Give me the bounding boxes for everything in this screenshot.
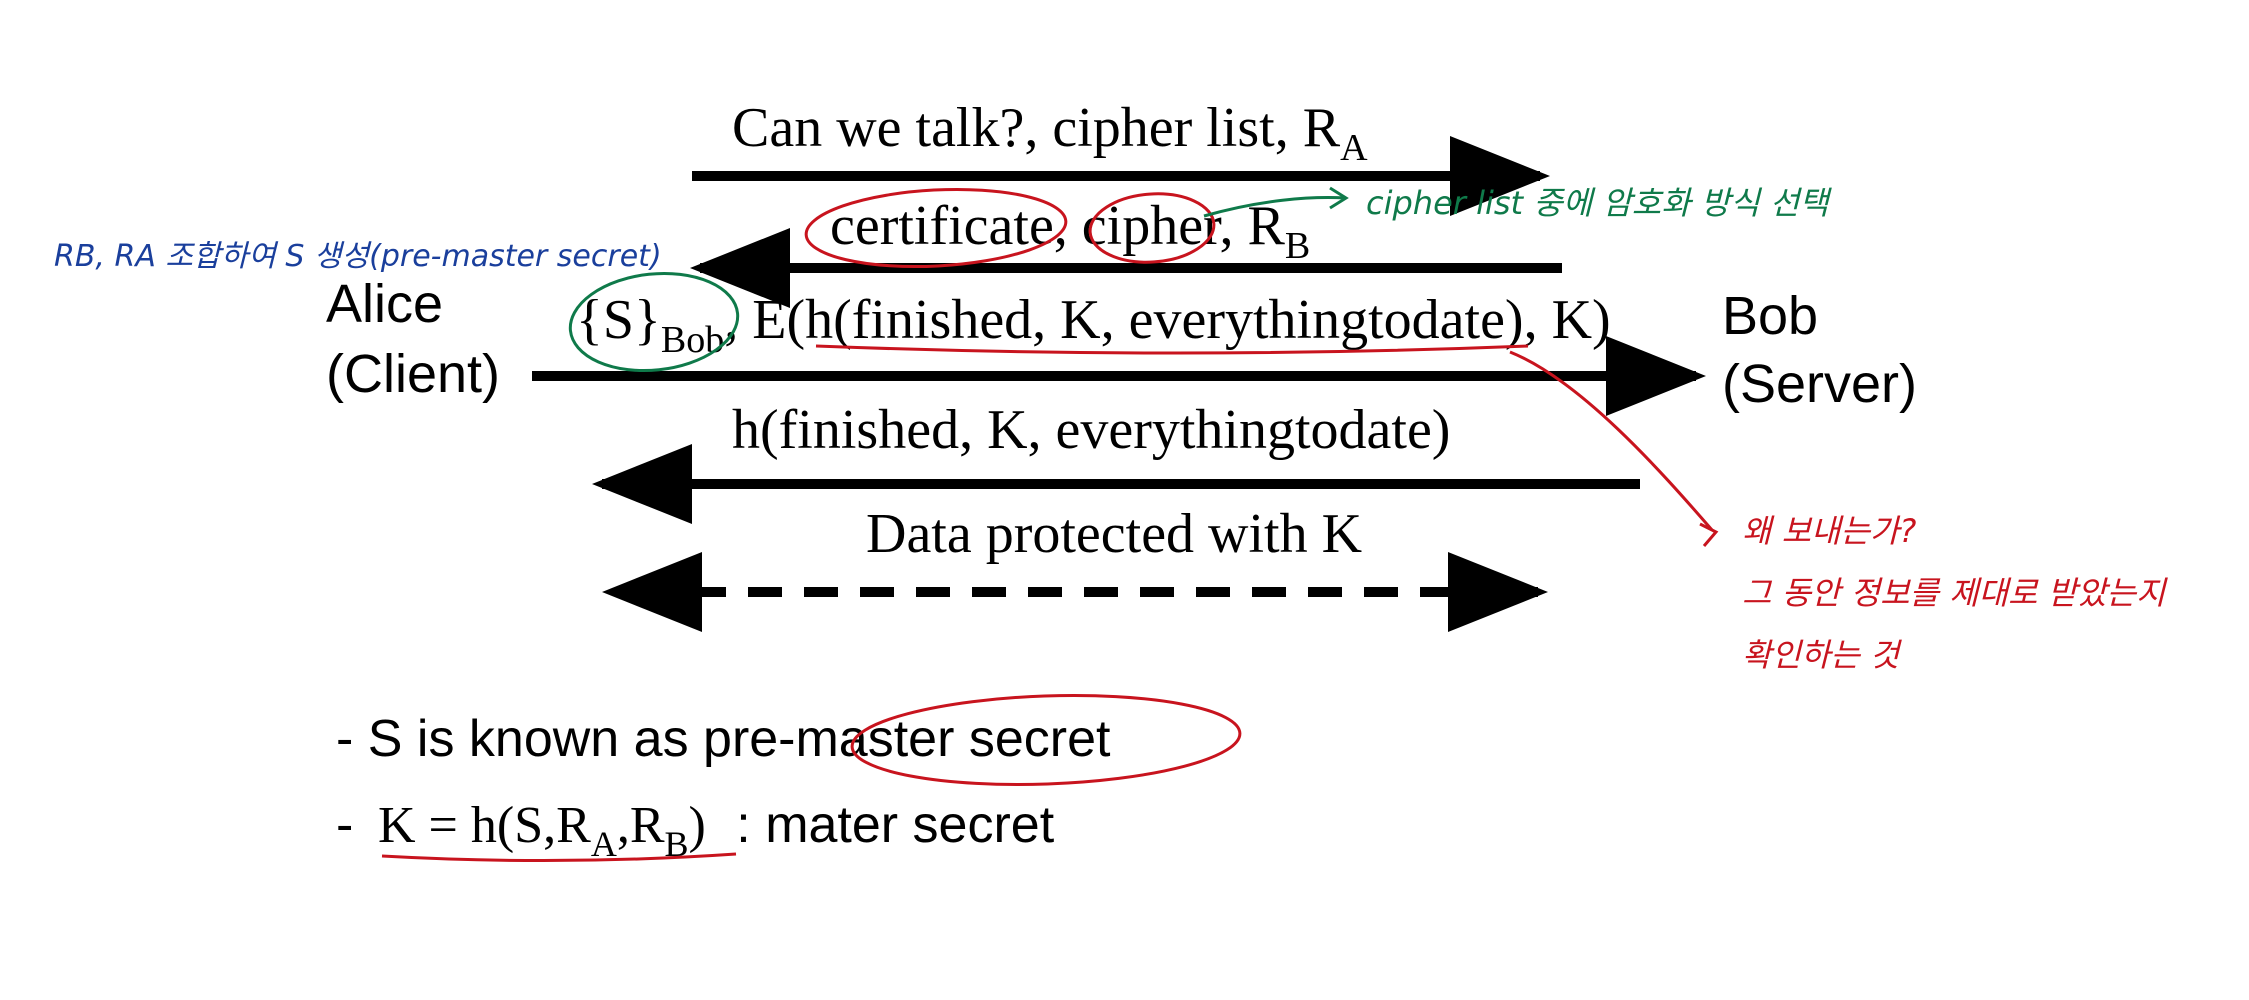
message-4-label: h(finished, K, everythingtodate) bbox=[732, 399, 1450, 461]
note-2-comma: ,R bbox=[617, 797, 665, 854]
s-bob-circle bbox=[568, 271, 740, 373]
message-1-text: Can we talk?, cipher list, R bbox=[732, 97, 1341, 159]
message-2-label: certificate, cipher, RB bbox=[830, 195, 1310, 267]
message-1-subscript: A bbox=[1340, 127, 1368, 169]
note-pre-master-secret: - S is known as pre-master secret bbox=[336, 710, 1111, 768]
message-2-text: certificate, cipher, R bbox=[830, 195, 1285, 257]
cipher-callout-line bbox=[1203, 196, 1347, 218]
message-3-rest: , E(h(finished, K, everythingtodate), K) bbox=[724, 289, 1610, 351]
pre-master-circle bbox=[850, 694, 1242, 786]
note-2-suffix: : mater secret bbox=[736, 796, 1054, 854]
bob-role: (Server) bbox=[1722, 354, 1917, 414]
message-2-subscript: B bbox=[1285, 225, 1310, 267]
handwritten-green-note: cipher list 중에 암호화 방식 선택 bbox=[1366, 184, 1832, 222]
note-2-sub-a: A bbox=[591, 824, 617, 864]
red-annotations bbox=[381, 187, 1719, 863]
message-3-s-open: {S} bbox=[576, 289, 661, 351]
alice-role: (Client) bbox=[326, 344, 500, 404]
handwritten-red-note-2: 그 동안 정보를 제대로 받았는지 bbox=[1742, 574, 2168, 612]
note-master-secret: - K = h(S,RA,RB) : mater secret bbox=[336, 796, 1055, 864]
cipher-circle bbox=[1088, 192, 1216, 264]
green-arrowhead bbox=[1329, 186, 1349, 210]
formula-underline bbox=[381, 852, 737, 863]
bob-name: Bob bbox=[1722, 286, 1818, 346]
handwritten-blue-note: RB, RA 조합하여 S 생성(pre-master secret) bbox=[54, 239, 662, 274]
note-2-formula-a: K = h(S,R bbox=[378, 797, 591, 854]
message-3-label: {S}Bob, E(h(finished, K, everythingtodat… bbox=[576, 289, 1611, 361]
handwritten-red-note-3: 확인하는 것 bbox=[1742, 636, 1903, 674]
certificate-circle bbox=[804, 187, 1068, 269]
callout-arrowhead bbox=[1699, 522, 1719, 547]
message-1-label: Can we talk?, cipher list, RA bbox=[732, 97, 1368, 169]
hash-underline bbox=[815, 344, 1529, 355]
note-2-dash: - bbox=[336, 796, 353, 854]
message-5-label: Data protected with K bbox=[866, 503, 1362, 565]
handwritten-red-note-1: 왜 보내는가? bbox=[1742, 512, 1916, 550]
note-2-close: ) bbox=[689, 797, 706, 854]
hash-callout-line bbox=[1509, 350, 1714, 531]
message-3-s-subscript: Bob bbox=[661, 319, 724, 361]
alice-name: Alice bbox=[326, 274, 443, 334]
green-annotations bbox=[568, 186, 1349, 373]
